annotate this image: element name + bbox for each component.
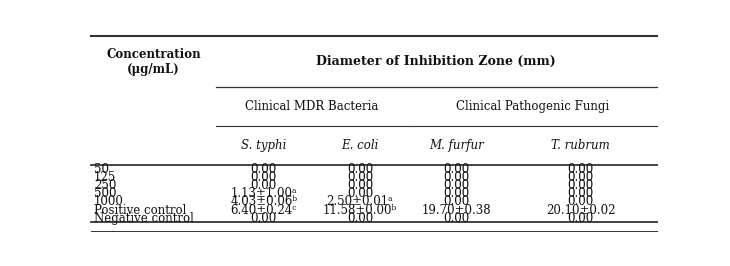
Text: 0.00: 0.00 [250,171,277,184]
Text: 0.00: 0.00 [567,171,593,184]
Text: 500: 500 [94,187,117,200]
Text: 6.40±0.24ᶜ: 6.40±0.24ᶜ [231,203,297,217]
Text: 50: 50 [94,163,109,176]
Text: 0.00: 0.00 [347,179,373,192]
Text: 19.70±0.38: 19.70±0.38 [421,203,491,217]
Text: 4.03±0.06ᵇ: 4.03±0.06ᵇ [230,196,297,209]
Text: Clinical MDR Bacteria: Clinical MDR Bacteria [245,100,379,113]
Text: Concentration
(μg/mL): Concentration (μg/mL) [106,48,201,76]
Text: 0.00: 0.00 [567,163,593,176]
Text: 0.00: 0.00 [443,163,469,176]
Text: 0.00: 0.00 [567,212,593,225]
Text: 1000: 1000 [94,196,124,209]
Text: T. rubrum: T. rubrum [551,139,610,152]
Text: 0.00: 0.00 [250,163,277,176]
Text: S. typhi: S. typhi [241,139,286,152]
Text: 0.00: 0.00 [443,187,469,200]
Text: 0.00: 0.00 [567,179,593,192]
Text: 125: 125 [94,171,116,184]
Text: 0.00: 0.00 [250,179,277,192]
Text: 0.00: 0.00 [567,187,593,200]
Text: 0.00: 0.00 [347,163,373,176]
Text: 2.50±0.01ᵃ: 2.50±0.01ᵃ [326,196,393,209]
Text: Diameter of Inhibition Zone (mm): Diameter of Inhibition Zone (mm) [317,55,556,68]
Text: 0.00: 0.00 [250,212,277,225]
Text: 0.00: 0.00 [347,187,373,200]
Text: 0.00: 0.00 [347,212,373,225]
Text: 0.00: 0.00 [443,212,469,225]
Text: 0.00: 0.00 [443,171,469,184]
Text: 11.58±0.00ᵇ: 11.58±0.00ᵇ [323,203,397,217]
Text: 0.00: 0.00 [567,196,593,209]
Text: M. furfur: M. furfur [429,139,483,152]
Text: 20.10±0.02: 20.10±0.02 [546,203,615,217]
Text: 1.13±1.00ᵃ: 1.13±1.00ᵃ [231,187,297,200]
Text: 0.00: 0.00 [443,196,469,209]
Text: Positive control: Positive control [94,203,186,217]
Text: E. coli: E. coli [342,139,379,152]
Text: 0.00: 0.00 [443,179,469,192]
Text: 250: 250 [94,179,117,192]
Text: Negative control: Negative control [94,212,194,225]
Text: 0.00: 0.00 [347,171,373,184]
Text: Clinical Pathogenic Fungi: Clinical Pathogenic Fungi [456,100,609,113]
